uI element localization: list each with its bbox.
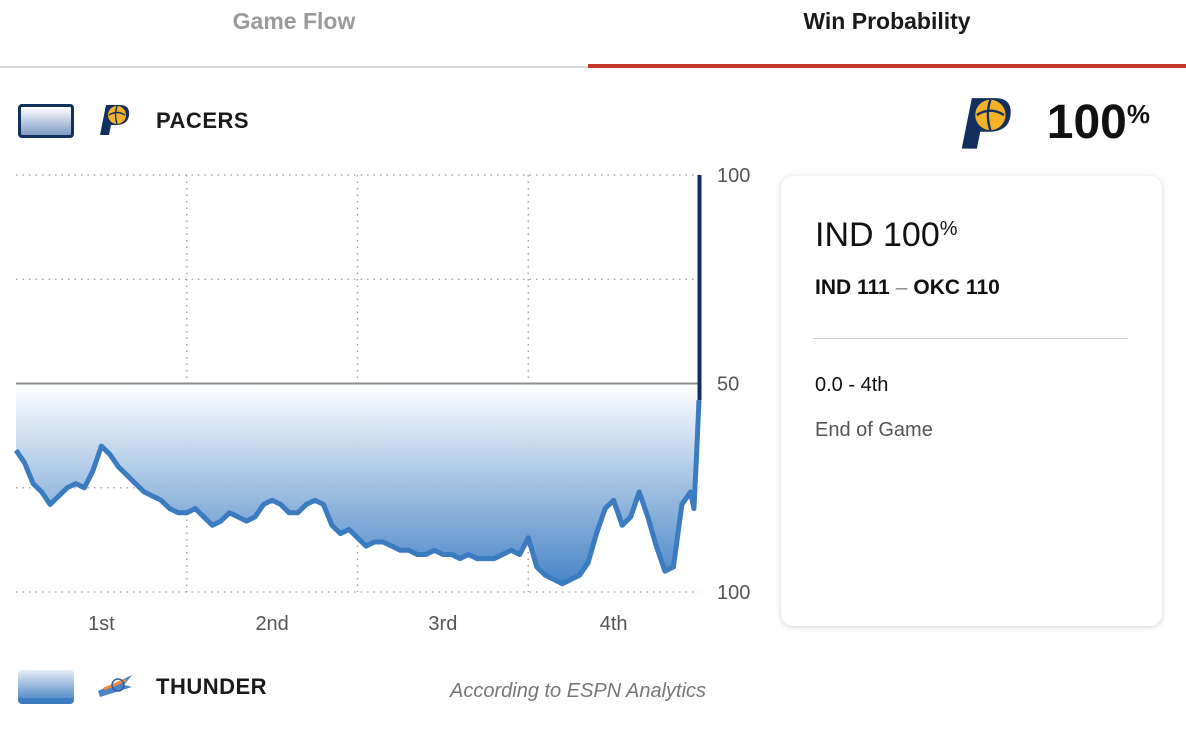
probability-line (13, 400, 702, 587)
card-divider (813, 338, 1128, 339)
card-score-home: IND 111 (815, 276, 890, 299)
legend-pacers: PACERS (18, 101, 249, 140)
thunder-team-name: THUNDER (156, 673, 268, 699)
tab-win-probability[interactable]: Win Probability (588, 0, 1186, 68)
card-score-separator: – (895, 276, 908, 299)
card-prob-unit: % (939, 218, 958, 240)
thunder-logo-icon (96, 669, 134, 704)
analytics-credit: According to ESPN Analytics (450, 680, 707, 702)
pacers-team-name: PACERS (156, 107, 250, 133)
active-tab-indicator (588, 64, 1186, 68)
card-score-away: OKC 110 (913, 276, 1000, 299)
headline-percentage: 100% (1047, 95, 1150, 150)
y-tick-label: 100 (717, 165, 750, 187)
legend-thunder: THUNDER (18, 669, 267, 704)
x-tick-label: 1st (88, 613, 115, 635)
win-probability-chart: 100 50 100 1st 2nd 3rd 4th (13, 165, 750, 635)
y-tick-label: 100 (717, 582, 750, 604)
thunder-swatch (18, 669, 74, 704)
card-score: IND 111– OKC 110 (815, 276, 1000, 300)
pacers-logo-icon (955, 88, 1019, 157)
card-team-abbr: IND (815, 216, 874, 254)
y-tick-label: 50 (717, 374, 739, 396)
tab-bar: Game Flow Win Probability (0, 0, 1186, 68)
card-prob-value: 100 (883, 216, 940, 254)
tab-game-flow[interactable]: Game Flow (232, 8, 356, 34)
probability-card: IND 100% IND 111– OKC 110 0.0 - 4th End o… (781, 176, 1162, 626)
headline-probability: 100% (955, 88, 1150, 157)
headline-unit: % (1126, 99, 1150, 129)
pacers-swatch (18, 103, 74, 138)
x-tick-label: 3rd (428, 613, 457, 635)
x-tick-label: 2nd (255, 613, 288, 635)
tab-win-probability-label: Win Probability (803, 8, 971, 34)
card-clock: 0.0 - 4th (815, 374, 889, 396)
headline-value: 100 (1046, 96, 1127, 149)
pacers-probability-area (16, 383, 699, 584)
x-tick-label: 4th (600, 613, 628, 635)
pacers-logo-icon (96, 101, 134, 140)
card-team-probability: IND 100% (815, 216, 958, 255)
chart-ticks: 100 50 100 1st 2nd 3rd 4th (88, 165, 750, 635)
card-status: End of Game (815, 419, 933, 441)
